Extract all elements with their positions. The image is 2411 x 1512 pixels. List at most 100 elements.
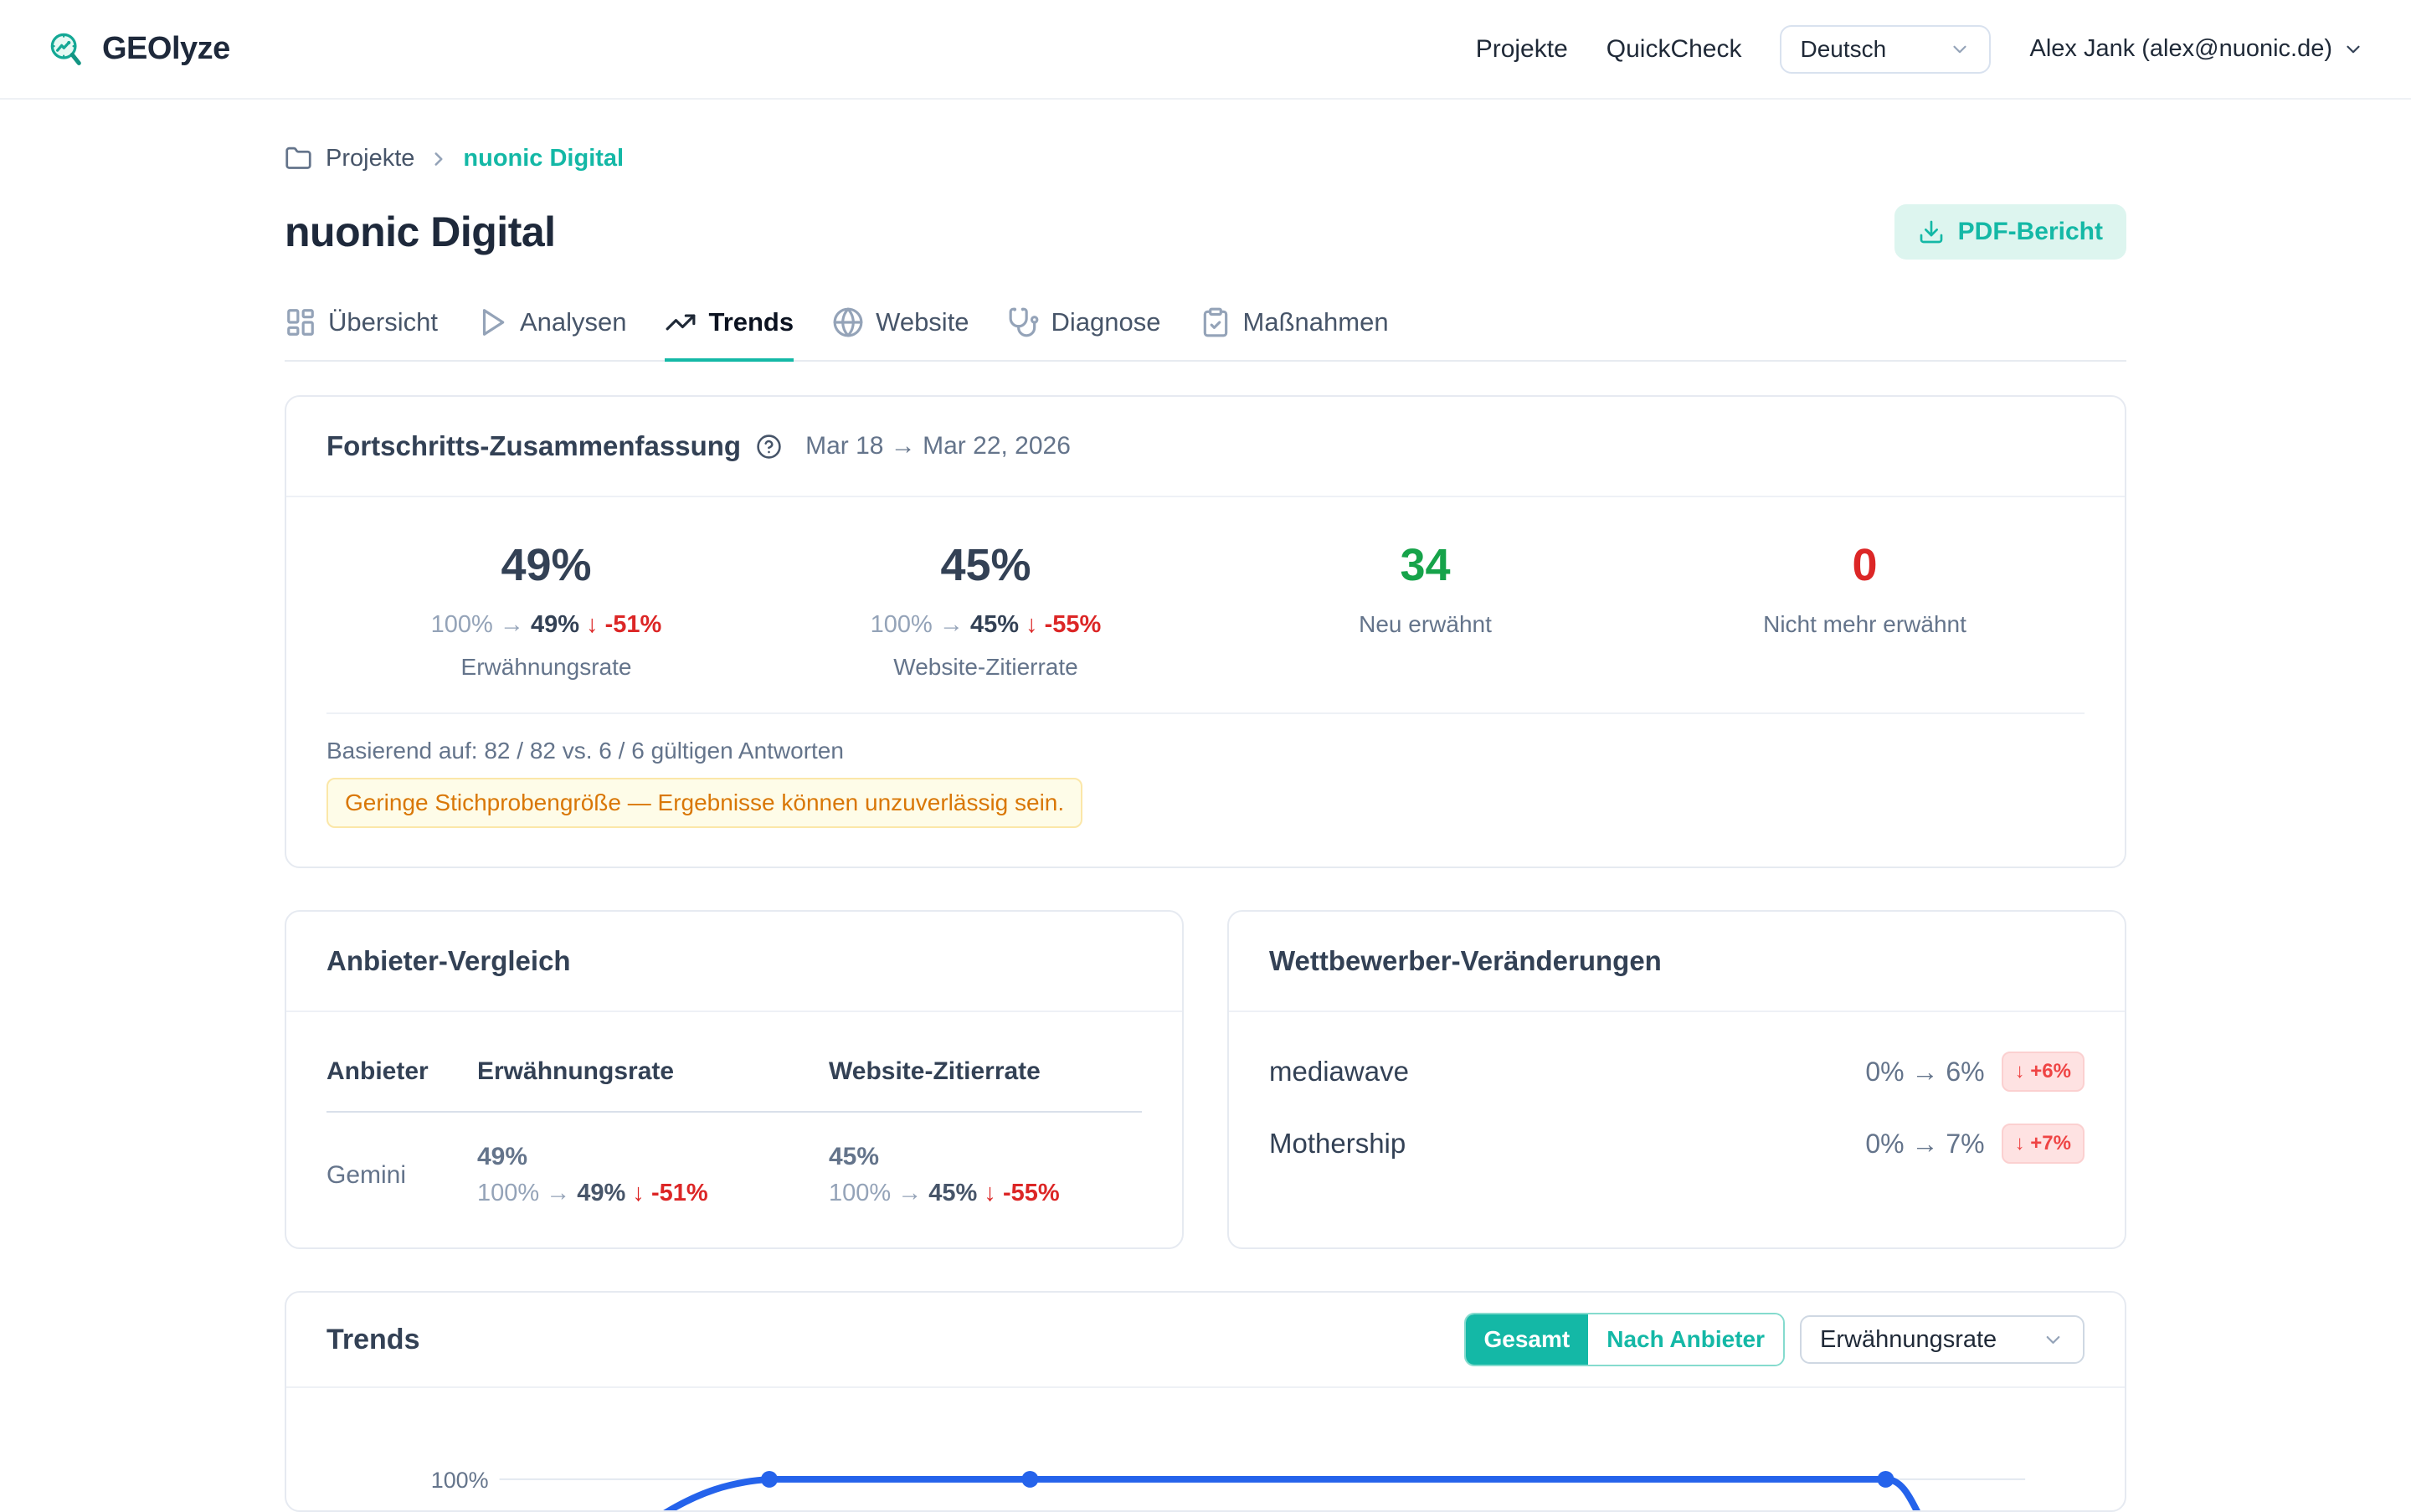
folder-icon <box>285 145 312 172</box>
chevron-down-icon <box>1949 39 1971 60</box>
trend-line-chart: 100% <box>326 1388 2085 1511</box>
tab-website[interactable]: Website <box>832 306 969 362</box>
tab-analysen[interactable]: Analysen <box>476 306 627 362</box>
small-sample-warning-badge: Geringe Stichprobengröße — Ergebnisse kö… <box>326 778 1083 829</box>
stethoscope-icon <box>1008 306 1040 338</box>
metric-select-value: Erwähnungsrate <box>1820 1325 1997 1353</box>
column-header: Website-Zitierrate <box>829 1057 1041 1086</box>
arrow-right-glyph: → <box>546 1180 571 1207</box>
list-item: mediawave 0% → 6% ↓ +6% <box>1269 1036 2085 1108</box>
cell-value: 49% <box>477 1143 528 1171</box>
tab-label: Analysen <box>519 307 627 337</box>
tab-diagnose[interactable]: Diagnose <box>1008 306 1161 362</box>
competitor-name: mediawave <box>1269 1056 1409 1088</box>
toggle-gesamt[interactable]: Gesamt <box>1465 1314 1589 1365</box>
cell-from: 100% <box>829 1180 892 1207</box>
competitor-list: mediawave 0% → 6% ↓ +6% Mothership 0% → … <box>1229 1012 2125 1220</box>
competitor-change: 0% → 6% <box>1865 1056 1985 1087</box>
svg-text:100%: 100% <box>431 1468 489 1493</box>
stat-label: Erwähnungsrate <box>460 654 632 681</box>
cell-delta: ↓ -51% <box>632 1180 708 1207</box>
help-circle-icon[interactable] <box>756 434 782 460</box>
stat-change: 100% → 49% ↓ -51% <box>326 611 766 639</box>
metric-select[interactable]: Erwähnungsrate <box>1800 1315 2085 1365</box>
trending-up-icon <box>665 306 697 338</box>
summary-date-range: Mar 18 → Mar 22, 2026 <box>805 432 1071 460</box>
download-icon <box>1918 219 1945 245</box>
summary-stats: 49% 100% → 49% ↓ -51% Erwähnungsrate 45%… <box>286 497 2125 681</box>
divider <box>326 1111 1142 1113</box>
pdf-report-button[interactable]: PDF-Bericht <box>1894 204 2126 260</box>
tab-uebersicht[interactable]: Übersicht <box>285 306 438 362</box>
summary-card-title: Fortschritts-Zusammenfassung <box>326 430 742 461</box>
nav-link-projekte[interactable]: Projekte <box>1475 34 1568 63</box>
cell-from: 100% <box>477 1180 540 1207</box>
pdf-report-label: PDF-Bericht <box>1957 218 2103 245</box>
arrow-right-glyph: → <box>938 611 964 639</box>
stat-to: 45% <box>969 611 1019 639</box>
provider-citation-cell: 45% 100% → 45% ↓ -55% <box>829 1143 1142 1207</box>
provider-table: Anbieter Erwähnungsrate Website-Zitierra… <box>286 1012 1182 1247</box>
trends-card: Trends Gesamt Nach Anbieter Erwähnungsra… <box>285 1291 2126 1512</box>
language-select-value: Deutsch <box>1800 35 1887 62</box>
cell-value: 45% <box>829 1143 880 1171</box>
scope-toggle: Gesamt Nach Anbieter <box>1463 1313 1785 1367</box>
column-header: Anbieter <box>326 1057 429 1086</box>
toggle-nach-anbieter[interactable]: Nach Anbieter <box>1588 1314 1783 1365</box>
geolyze-logo-icon <box>47 30 85 69</box>
stat-delta: ↓ -51% <box>586 611 662 639</box>
cell-delta: ↓ -55% <box>984 1180 1060 1207</box>
competitor-name: Mothership <box>1269 1128 1406 1160</box>
provider-name: Gemini <box>326 1160 407 1189</box>
list-item: Mothership 0% → 7% ↓ +7% <box>1269 1108 2085 1180</box>
provider-card-title: Anbieter-Vergleich <box>326 945 571 977</box>
brand-name: GEOlyze <box>102 31 230 66</box>
stat-value: 45% <box>940 540 1031 590</box>
tab-label: Trends <box>708 307 794 337</box>
globe-icon <box>832 306 864 338</box>
competitor-change: 0% → 7% <box>1865 1128 1985 1159</box>
tab-massnahmen[interactable]: Maßnahmen <box>1200 306 1389 362</box>
competitor-delta-badge: ↓ +7% <box>2001 1124 2085 1165</box>
nav-link-quickcheck[interactable]: QuickCheck <box>1606 34 1742 63</box>
user-menu[interactable]: Alex Jank (alex@nuonic.de) <box>2029 35 2364 63</box>
competitor-changes-card: Wettbewerber-Veränderungen mediawave 0% … <box>1227 910 2126 1250</box>
language-select[interactable]: Deutsch <box>1780 24 1992 74</box>
tab-bar: Übersicht Analysen Trends Website Diagno… <box>285 306 2126 362</box>
sample-basis-text: Basierend auf: 82 / 82 vs. 6 / 6 gültige… <box>326 738 844 764</box>
stat-mention-rate: 49% 100% → 49% ↓ -51% Erwähnungsrate <box>326 539 766 681</box>
arrow-right-glyph: → <box>499 611 524 639</box>
tab-label: Maßnahmen <box>1242 307 1389 337</box>
page-title: nuonic Digital <box>285 208 556 255</box>
breadcrumb-current: nuonic Digital <box>463 145 625 172</box>
provider-table-header: Anbieter Erwähnungsrate Website-Zitierra… <box>326 1027 1142 1111</box>
stat-value: 49% <box>501 540 592 590</box>
stat-label: Neu erwähnt <box>1359 611 1492 638</box>
table-row: Gemini 49% 100% → 49% ↓ -51% 45% 1 <box>326 1113 1142 1207</box>
top-nav: GEOlyze Projekte QuickCheck Deutsch Alex… <box>0 0 2411 100</box>
stat-no-longer-mentioned: 0 Nicht mehr erwähnt <box>1645 539 2085 681</box>
tab-trends[interactable]: Trends <box>665 306 794 362</box>
chevron-down-icon <box>2042 1329 2064 1351</box>
tab-label: Website <box>876 307 969 337</box>
divider <box>326 712 2085 715</box>
dashboard-icon <box>285 306 316 338</box>
stat-label: Website-Zitierrate <box>893 654 1078 681</box>
play-icon <box>476 306 508 338</box>
cell-change: 100% → 45% ↓ -55% <box>829 1180 1142 1207</box>
cell-change: 100% → 49% ↓ -51% <box>477 1180 829 1207</box>
competitor-delta-badge: ↓ +6% <box>2001 1052 2085 1093</box>
cell-to: 49% <box>577 1180 626 1207</box>
stat-from: 100% <box>870 611 933 639</box>
provider-comparison-card: Anbieter-Vergleich Anbieter Erwähnungsra… <box>285 910 1184 1250</box>
stat-from: 100% <box>430 611 493 639</box>
breadcrumb-projekte[interactable]: Projekte <box>326 145 415 172</box>
provider-mention-cell: 49% 100% → 49% ↓ -51% <box>477 1143 829 1207</box>
stat-newly-mentioned: 34 Neu erwähnt <box>1206 539 1645 681</box>
stat-change: 100% → 45% ↓ -55% <box>766 611 1206 639</box>
arrow-right-glyph: → <box>897 1180 923 1207</box>
tab-label: Diagnose <box>1051 307 1161 337</box>
brand: GEOlyze <box>47 30 230 69</box>
stat-value: 0 <box>1852 540 1878 590</box>
competitor-card-title: Wettbewerber-Veränderungen <box>1269 945 1662 977</box>
